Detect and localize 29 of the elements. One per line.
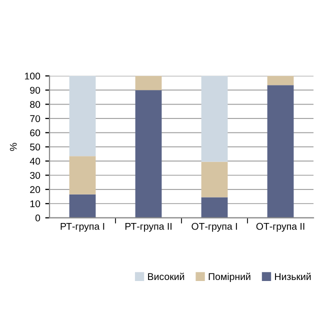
- x-tick-label: РТ-група I: [60, 223, 104, 232]
- y-tick-label: 60: [30, 129, 40, 136]
- x-tick-label: ОТ-група I: [192, 222, 237, 232]
- y-tick-label: 80: [30, 101, 40, 108]
- y-tick-label: 50: [30, 144, 40, 150]
- bar: [267, 85, 294, 218]
- legend-label: Високий: [148, 272, 184, 280]
- y-tick-label: 100: [24, 72, 40, 80]
- bar: [201, 162, 228, 198]
- bar: [69, 76, 96, 156]
- y-tick-label: 40: [30, 158, 40, 165]
- y-tick-label: 10: [30, 200, 40, 208]
- x-tick-label: ОТ-група II: [256, 222, 304, 232]
- y-tick-label: 70: [30, 115, 40, 122]
- y-axis-title: %: [10, 142, 17, 151]
- legend-label: Помірний: [208, 272, 250, 282]
- bar: [267, 76, 294, 86]
- bar: [69, 156, 96, 194]
- bar: [135, 90, 162, 218]
- y-tick-label: 30: [30, 172, 40, 179]
- bar: [201, 197, 228, 218]
- x-tick-label: РТ-група II: [125, 223, 172, 232]
- legend-label: Низький: [275, 272, 311, 280]
- y-tick-label: 0: [35, 214, 40, 222]
- bar: [201, 76, 228, 162]
- bar: [135, 76, 162, 90]
- y-tick-label: 90: [30, 86, 40, 94]
- y-tick-label: 20: [30, 186, 40, 194]
- bar: [69, 194, 96, 218]
